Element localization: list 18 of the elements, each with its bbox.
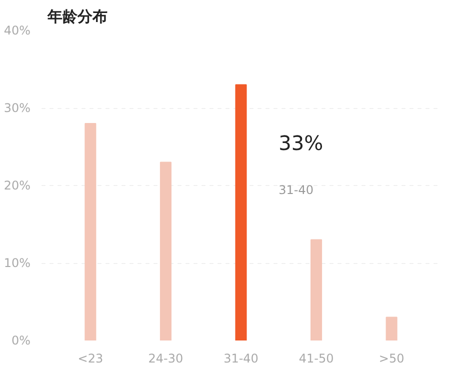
y-tick-label: 10%: [4, 256, 30, 270]
annotation: 31-40: [278, 182, 314, 197]
bar: [160, 162, 172, 340]
chart-title: 年龄分布: [46, 8, 108, 26]
y-tick-label: 20%: [4, 178, 30, 192]
x-tick-label: <23: [78, 352, 104, 366]
x-tick-label: 41-50: [298, 352, 334, 366]
annotation: 33%: [278, 130, 324, 155]
x-tick-label: 31-40: [224, 352, 258, 366]
bar: [310, 239, 322, 340]
bar: [235, 84, 247, 340]
y-tick-label: 40%: [4, 24, 30, 38]
y-tick-label: 30%: [4, 101, 30, 115]
y-tick-label: 0%: [11, 334, 31, 348]
bar: [84, 123, 96, 340]
bar: [386, 316, 398, 340]
x-tick-label: 24-30: [148, 352, 184, 366]
x-tick-label: >50: [378, 352, 404, 366]
